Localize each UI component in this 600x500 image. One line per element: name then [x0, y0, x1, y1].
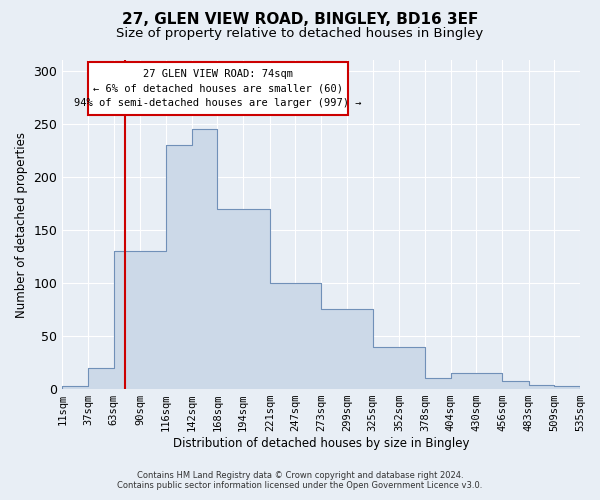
Text: Contains HM Land Registry data © Crown copyright and database right 2024.
Contai: Contains HM Land Registry data © Crown c… [118, 470, 482, 490]
Bar [88, 62, 348, 115]
Text: 27, GLEN VIEW ROAD, BINGLEY, BD16 3EF: 27, GLEN VIEW ROAD, BINGLEY, BD16 3EF [122, 12, 478, 28]
Text: 27 GLEN VIEW ROAD: 74sqm
← 6% of detached houses are smaller (60)
94% of semi-de: 27 GLEN VIEW ROAD: 74sqm ← 6% of detache… [74, 69, 362, 108]
Text: Size of property relative to detached houses in Bingley: Size of property relative to detached ho… [116, 28, 484, 40]
Y-axis label: Number of detached properties: Number of detached properties [15, 132, 28, 318]
X-axis label: Distribution of detached houses by size in Bingley: Distribution of detached houses by size … [173, 437, 469, 450]
